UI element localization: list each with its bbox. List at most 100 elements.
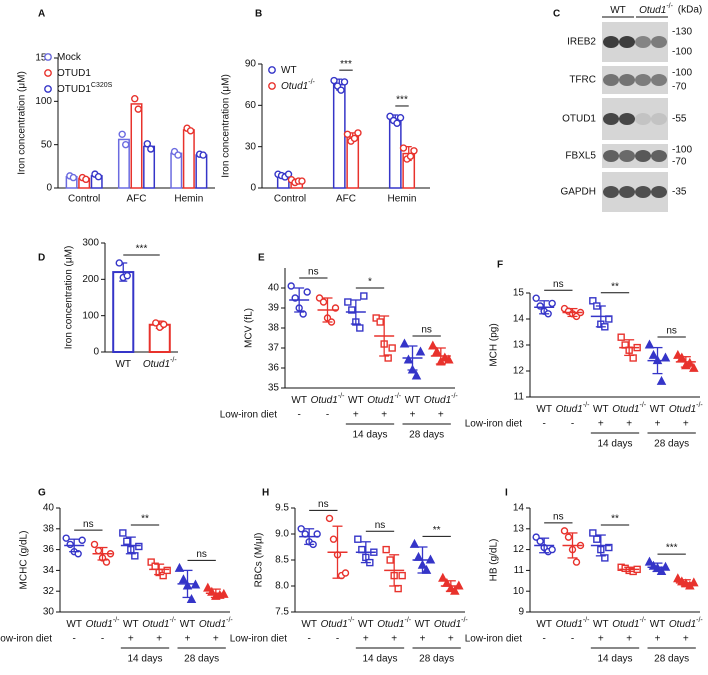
data-point (66, 540, 74, 549)
diet-label: Low-iron diet (465, 419, 522, 430)
error-bar (332, 525, 343, 579)
diet-sign: + (598, 419, 604, 430)
data-point (303, 288, 311, 296)
legend-label-text: Otud1 (281, 81, 308, 92)
error-bar (567, 307, 578, 318)
period-label: 28 days (409, 430, 444, 441)
data-point (384, 354, 392, 362)
blot-band (603, 113, 619, 125)
x-tick-label: Otud1-/- (367, 393, 402, 406)
x-tick-label: WT (358, 619, 374, 630)
row-label: TFRC (569, 75, 596, 86)
row-label: FBXL5 (565, 151, 596, 162)
y-tick-label: 14 (513, 314, 525, 325)
y-axis-label: MCH (pg) (489, 323, 500, 366)
error-bar (417, 546, 428, 574)
data-point (319, 298, 328, 306)
panel-letter: A (38, 9, 45, 20)
significance-label: ns (318, 499, 329, 510)
data-point (406, 152, 415, 161)
data-point (411, 370, 422, 380)
y-tick-label: 30 (245, 141, 257, 152)
x-tick-label: WT (301, 619, 317, 630)
y-tick-label: 90 (245, 59, 257, 70)
legend-marker (268, 66, 276, 74)
blot-band (619, 113, 635, 125)
data-point (152, 319, 160, 327)
blot-band (651, 186, 667, 198)
diet-sign: - (542, 634, 545, 645)
x-tick-label-text: WT (291, 395, 307, 406)
data-point (178, 574, 189, 584)
y-tick-label: 32 (43, 586, 55, 597)
panel-letter: C (553, 9, 560, 20)
x-tick-label: WT (593, 404, 609, 415)
data-point (396, 114, 405, 122)
x-tick-label-superscript: -/- (696, 617, 703, 624)
data-point (589, 297, 597, 305)
data-point (123, 537, 131, 545)
x-tick-label-superscript: -/- (226, 617, 233, 624)
bar (143, 145, 156, 189)
error-bar (379, 315, 390, 357)
data-point (199, 151, 207, 159)
x-tick-label: Otud1-/- (143, 357, 178, 370)
data-point (131, 552, 139, 560)
panel-letter: B (255, 9, 262, 20)
x-tick-label: WT (291, 395, 307, 406)
data-point (90, 540, 99, 549)
bar (182, 129, 195, 189)
x-tick-label: WT (115, 359, 131, 370)
significance-label: ns (196, 549, 207, 560)
x-tick-label-superscript: -/- (461, 617, 468, 624)
blot-band (619, 186, 635, 198)
panel-letter: F (497, 260, 503, 271)
data-point (376, 318, 384, 326)
blot-band (651, 150, 667, 162)
data-point (648, 349, 659, 359)
significance-label: ns (83, 519, 94, 530)
y-tick-label: 11 (514, 392, 525, 403)
error-bar (407, 345, 418, 371)
x-tick-label: Otud1-/- (311, 393, 346, 406)
bar (346, 136, 360, 189)
data-point (673, 349, 683, 359)
legend-label: OTUD1 (57, 68, 91, 79)
significance-label: *** (396, 95, 408, 106)
diet-sign: + (410, 410, 416, 421)
bar (130, 103, 143, 189)
significance-label: ns (666, 326, 677, 337)
period-label: 14 days (352, 430, 387, 441)
blot-band (635, 113, 651, 125)
data-point (159, 571, 167, 580)
data-point (62, 534, 70, 542)
x-tick-label: Hemin (388, 194, 417, 205)
blot-band (635, 186, 651, 198)
x-tick-label-text: WT (415, 619, 431, 630)
x-tick-label-text: WT (593, 619, 609, 630)
diet-sign: - (542, 419, 545, 430)
error-bar (567, 532, 578, 559)
blot-band (635, 36, 651, 48)
y-tick-label: 8.0 (275, 581, 289, 592)
legend-label: OTUD1C320S (57, 82, 113, 95)
error-bar (350, 299, 361, 325)
diet-sign: + (213, 634, 219, 645)
x-tick-label-superscript: -/- (583, 617, 590, 624)
data-point (660, 352, 671, 362)
legend-marker (44, 69, 52, 77)
data-point (560, 527, 569, 535)
x-tick-label-superscript: -/- (639, 617, 646, 624)
x-tick-label-text: WT (123, 619, 139, 630)
x-tick-label-text: Otud1 (612, 619, 639, 630)
data-point (354, 535, 362, 543)
bar (112, 271, 135, 354)
data-point (82, 175, 90, 184)
x-tick-label: WT (66, 619, 82, 630)
size-marker: -130 (672, 27, 692, 38)
diet-sign: - (101, 634, 104, 645)
x-tick-label: Otud1-/- (434, 617, 469, 630)
data-point (160, 320, 168, 329)
diet-sign: + (683, 634, 689, 645)
y-tick-label: 60 (245, 100, 257, 111)
